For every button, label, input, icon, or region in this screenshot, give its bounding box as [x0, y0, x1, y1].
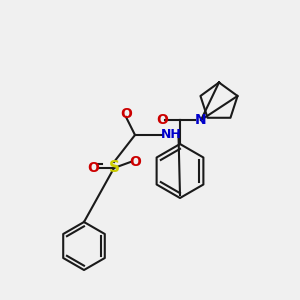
Text: O: O	[120, 107, 132, 121]
Text: N: N	[195, 113, 207, 127]
Text: NH: NH	[160, 128, 182, 142]
Text: O: O	[129, 155, 141, 169]
Text: O: O	[87, 161, 99, 175]
Text: S: S	[109, 160, 119, 175]
Text: O: O	[156, 113, 168, 127]
